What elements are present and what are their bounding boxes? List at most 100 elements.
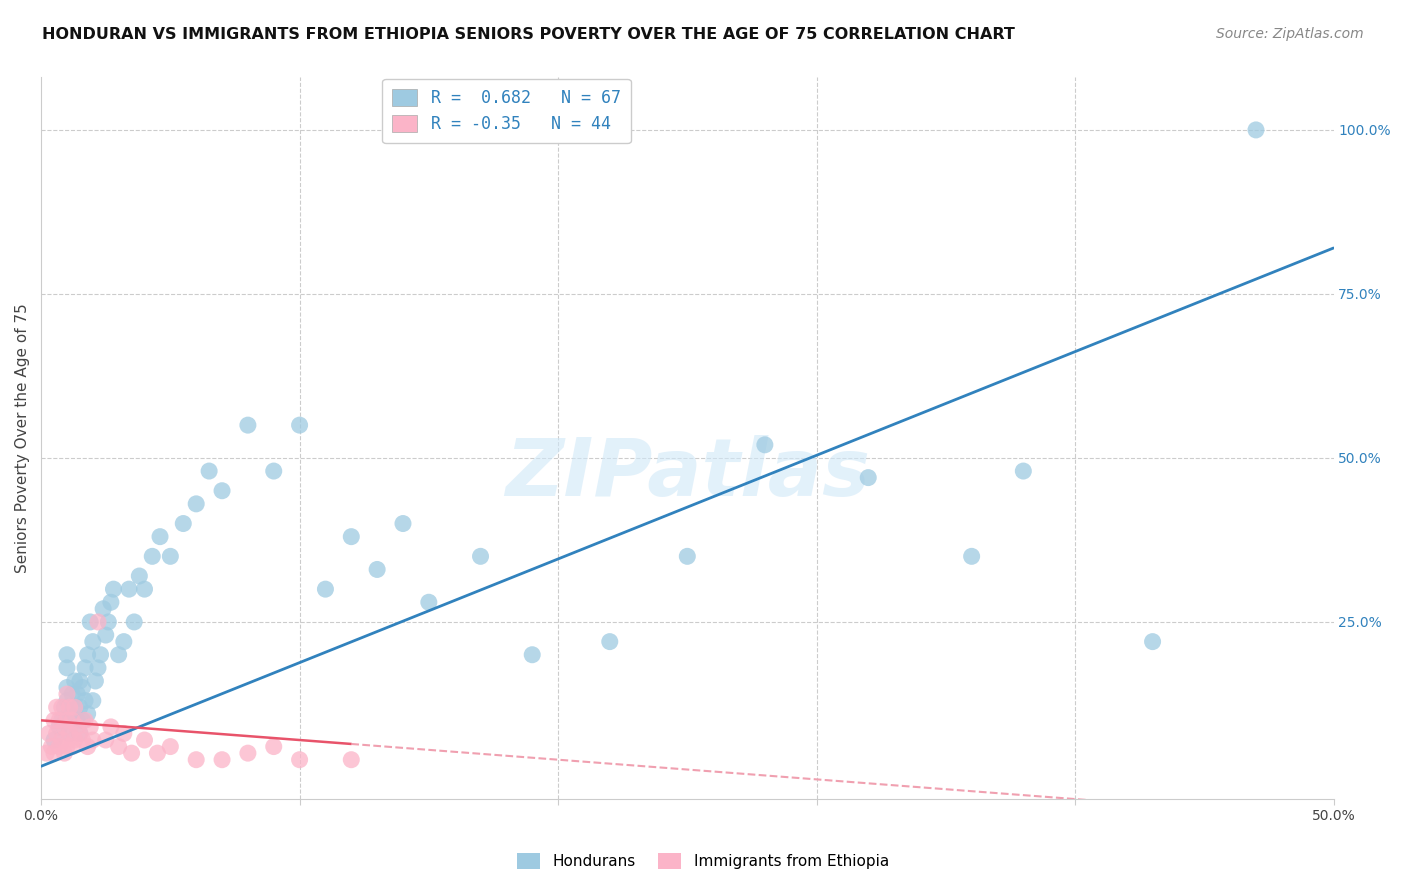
Point bbox=[112, 634, 135, 648]
Point bbox=[314, 582, 336, 596]
Point bbox=[263, 464, 285, 478]
Point bbox=[186, 753, 208, 767]
Point bbox=[69, 700, 91, 714]
Point bbox=[1244, 123, 1267, 137]
Point bbox=[56, 739, 79, 754]
Point bbox=[76, 739, 98, 754]
Point bbox=[66, 720, 89, 734]
Point bbox=[599, 634, 621, 648]
Text: ZIPatlas: ZIPatlas bbox=[505, 435, 870, 513]
Point bbox=[1012, 464, 1035, 478]
Point bbox=[69, 673, 91, 688]
Point bbox=[42, 733, 65, 747]
Point bbox=[79, 615, 101, 629]
Point bbox=[72, 733, 94, 747]
Point bbox=[198, 464, 221, 478]
Point bbox=[1142, 634, 1164, 648]
Point bbox=[91, 602, 114, 616]
Text: HONDURAN VS IMMIGRANTS FROM ETHIOPIA SENIORS POVERTY OVER THE AGE OF 75 CORRELAT: HONDURAN VS IMMIGRANTS FROM ETHIOPIA SEN… bbox=[42, 27, 1015, 42]
Point bbox=[60, 714, 83, 728]
Point bbox=[858, 470, 880, 484]
Point bbox=[60, 739, 83, 754]
Point bbox=[41, 739, 63, 754]
Point bbox=[56, 648, 79, 662]
Point bbox=[676, 549, 699, 564]
Point bbox=[56, 687, 79, 701]
Point bbox=[366, 562, 388, 576]
Point bbox=[418, 595, 440, 609]
Point bbox=[69, 726, 91, 740]
Point bbox=[236, 418, 259, 433]
Point bbox=[754, 438, 776, 452]
Point bbox=[121, 746, 143, 760]
Point bbox=[94, 628, 117, 642]
Point bbox=[82, 733, 104, 747]
Point bbox=[288, 753, 311, 767]
Point bbox=[94, 733, 117, 747]
Y-axis label: Seniors Poverty Over the Age of 75: Seniors Poverty Over the Age of 75 bbox=[15, 303, 30, 574]
Point bbox=[72, 714, 94, 728]
Point bbox=[66, 714, 89, 728]
Point bbox=[149, 530, 172, 544]
Point bbox=[82, 634, 104, 648]
Point bbox=[159, 549, 181, 564]
Point bbox=[141, 549, 163, 564]
Point bbox=[58, 726, 80, 740]
Point bbox=[100, 720, 122, 734]
Point bbox=[73, 661, 96, 675]
Point bbox=[53, 720, 76, 734]
Point bbox=[53, 700, 76, 714]
Point bbox=[38, 726, 60, 740]
Legend: Hondurans, Immigrants from Ethiopia: Hondurans, Immigrants from Ethiopia bbox=[510, 847, 896, 875]
Legend: R =  0.682   N = 67, R = -0.35   N = 44: R = 0.682 N = 67, R = -0.35 N = 44 bbox=[382, 78, 630, 144]
Point bbox=[134, 733, 156, 747]
Point bbox=[522, 648, 544, 662]
Point bbox=[100, 595, 122, 609]
Point bbox=[66, 687, 89, 701]
Point bbox=[58, 726, 80, 740]
Point bbox=[60, 687, 83, 701]
Point bbox=[159, 739, 181, 754]
Point bbox=[63, 733, 86, 747]
Point bbox=[112, 726, 135, 740]
Point bbox=[172, 516, 194, 531]
Point bbox=[392, 516, 415, 531]
Point bbox=[73, 714, 96, 728]
Point bbox=[63, 700, 86, 714]
Point bbox=[76, 706, 98, 721]
Point bbox=[186, 497, 208, 511]
Point bbox=[48, 739, 70, 754]
Point bbox=[103, 582, 125, 596]
Point bbox=[146, 746, 169, 760]
Point bbox=[58, 700, 80, 714]
Point bbox=[56, 693, 79, 707]
Point bbox=[45, 726, 67, 740]
Point bbox=[63, 673, 86, 688]
Point bbox=[56, 661, 79, 675]
Point bbox=[76, 648, 98, 662]
Point bbox=[107, 739, 129, 754]
Point bbox=[118, 582, 141, 596]
Point bbox=[53, 746, 76, 760]
Point bbox=[340, 753, 363, 767]
Point bbox=[90, 648, 112, 662]
Point bbox=[56, 714, 79, 728]
Point bbox=[69, 726, 91, 740]
Point bbox=[122, 615, 145, 629]
Point bbox=[79, 720, 101, 734]
Point bbox=[340, 530, 363, 544]
Point bbox=[288, 418, 311, 433]
Point bbox=[211, 483, 233, 498]
Point bbox=[73, 693, 96, 707]
Point bbox=[470, 549, 492, 564]
Point bbox=[87, 615, 110, 629]
Point bbox=[960, 549, 983, 564]
Point bbox=[63, 700, 86, 714]
Point bbox=[51, 714, 73, 728]
Point bbox=[128, 569, 150, 583]
Point bbox=[42, 746, 65, 760]
Point bbox=[51, 700, 73, 714]
Point bbox=[48, 720, 70, 734]
Point bbox=[84, 673, 107, 688]
Point bbox=[97, 615, 120, 629]
